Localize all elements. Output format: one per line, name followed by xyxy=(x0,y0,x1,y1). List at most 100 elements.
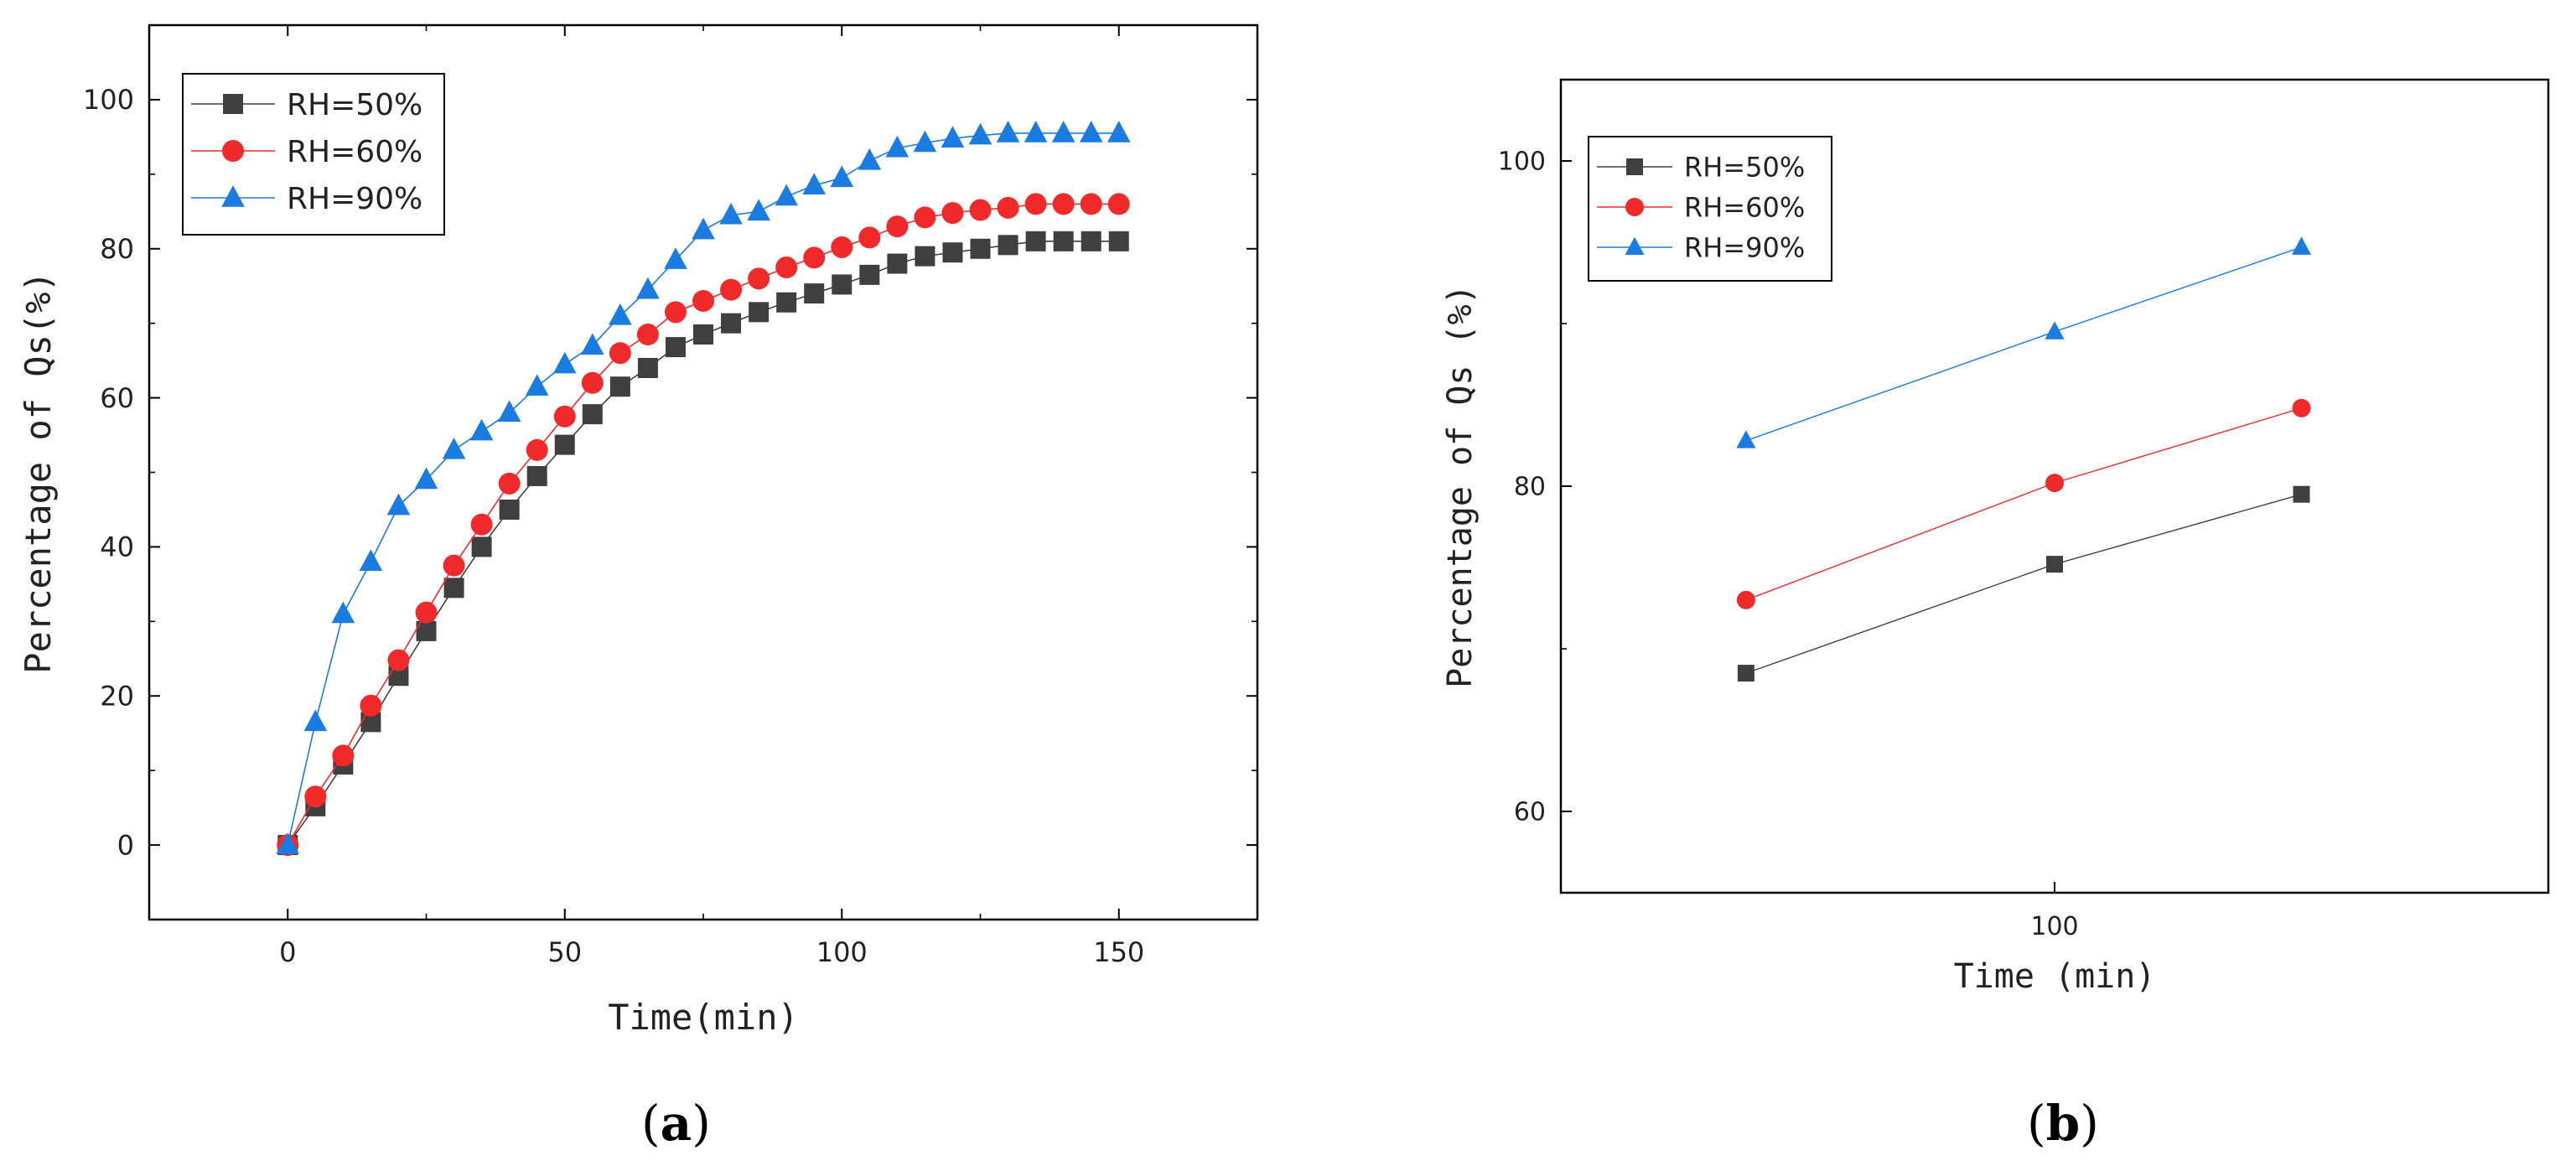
x-tick-label: 100 xyxy=(816,936,868,968)
panel-label: (a) xyxy=(641,1095,711,1152)
data-point xyxy=(636,324,659,346)
data-point xyxy=(582,404,603,425)
data-point xyxy=(692,289,714,312)
data-point xyxy=(885,135,910,158)
legend-marker xyxy=(1625,198,1644,216)
data-point xyxy=(497,400,521,422)
y-tick-label: 100 xyxy=(83,84,134,116)
data-point xyxy=(775,256,798,278)
data-point xyxy=(415,601,438,624)
data-point xyxy=(858,226,881,249)
data-point xyxy=(968,122,993,145)
chart-panel-a: 0 20 40 60 80 100 0 50 100 150 Time(min) Percentage… xyxy=(18,23,1259,1152)
series-line xyxy=(1745,494,2302,674)
legend-label: RH=90% xyxy=(1684,232,1805,264)
data-point xyxy=(1024,193,1047,215)
data-point xyxy=(665,337,686,358)
data-point xyxy=(748,267,770,290)
series-line xyxy=(1745,407,2302,601)
y-tick-label: 0 xyxy=(117,829,134,861)
data-point xyxy=(1736,590,1755,609)
x-tick-label: 100 xyxy=(2030,912,2078,941)
data-point xyxy=(2293,485,2310,503)
data-point xyxy=(1081,231,1101,251)
data-point xyxy=(525,374,549,396)
data-point xyxy=(443,554,465,577)
x-tick-label: 50 xyxy=(547,936,582,968)
data-point xyxy=(359,549,383,571)
data-point xyxy=(2045,321,2065,339)
data-point xyxy=(1107,121,1131,143)
series-RH=90% xyxy=(276,121,1131,854)
series-RH=50% xyxy=(1737,485,2310,682)
data-point xyxy=(2046,556,2063,573)
data-point xyxy=(304,785,327,808)
data-point xyxy=(830,165,854,188)
y-tick-label: 80 xyxy=(1514,473,1546,502)
data-point xyxy=(997,196,1019,219)
data-point xyxy=(276,832,300,854)
data-point xyxy=(386,493,411,516)
panel-label-close: ) xyxy=(2080,1095,2099,1152)
data-point xyxy=(2045,474,2064,493)
data-point xyxy=(859,264,880,285)
legend-marker xyxy=(223,94,243,114)
legend-marker xyxy=(222,140,244,162)
data-point xyxy=(942,242,963,263)
data-point xyxy=(581,333,604,355)
data-point xyxy=(442,437,466,459)
y-axis-title: Percentage of Qs(%) xyxy=(18,271,59,673)
data-point xyxy=(693,324,713,345)
series-RH=90% xyxy=(1736,236,2311,448)
data-point xyxy=(664,301,687,324)
data-point xyxy=(1080,193,1102,215)
data-point xyxy=(913,130,937,153)
panel-label-open: ( xyxy=(2027,1095,2046,1152)
data-point xyxy=(471,536,492,557)
data-point xyxy=(692,217,715,240)
data-point xyxy=(526,438,548,461)
data-point xyxy=(1736,430,1756,448)
data-point xyxy=(1079,121,1103,143)
data-point xyxy=(969,199,992,221)
data-point xyxy=(941,126,965,148)
data-point xyxy=(721,313,742,334)
panel-label-close: ) xyxy=(692,1095,711,1152)
data-point xyxy=(1025,231,1046,251)
data-point xyxy=(1024,121,1048,143)
series-RH=60% xyxy=(277,193,1130,857)
panel-label-letter: b xyxy=(2046,1095,2081,1152)
legend-label: RH=50% xyxy=(1684,152,1805,184)
data-point xyxy=(970,238,991,259)
data-point xyxy=(749,302,770,323)
y-tick-label: 40 xyxy=(100,531,134,563)
data-point xyxy=(664,247,687,269)
legend-label: RH=60% xyxy=(1684,192,1805,224)
data-point xyxy=(470,513,493,536)
x-axis-title: Time (min) xyxy=(1954,957,2156,996)
chart-panel-b: 60 80 100 100 Time (min) Percentage of Qs (%)… xyxy=(1441,78,2550,1152)
y-tick-label: 60 xyxy=(100,382,134,414)
data-point xyxy=(1737,665,1754,682)
data-point xyxy=(804,283,825,304)
data-point xyxy=(776,292,797,313)
data-point xyxy=(1052,193,1075,215)
panel-label-letter: a xyxy=(661,1095,692,1152)
data-point xyxy=(832,274,853,295)
data-point xyxy=(886,215,909,238)
data-point xyxy=(414,467,438,490)
data-point xyxy=(360,694,382,717)
data-point xyxy=(719,202,743,225)
data-point xyxy=(831,236,853,258)
data-point xyxy=(2292,398,2311,417)
y-tick-label: 60 xyxy=(1514,798,1546,827)
data-point xyxy=(609,342,631,365)
x-tick-label: 0 xyxy=(279,936,296,968)
legend: RH=50% RH=60% RH=90% xyxy=(182,73,445,236)
data-point xyxy=(498,472,521,495)
data-point xyxy=(2292,236,2311,255)
data-point xyxy=(581,371,604,394)
data-point xyxy=(915,246,936,267)
data-point xyxy=(858,148,882,170)
